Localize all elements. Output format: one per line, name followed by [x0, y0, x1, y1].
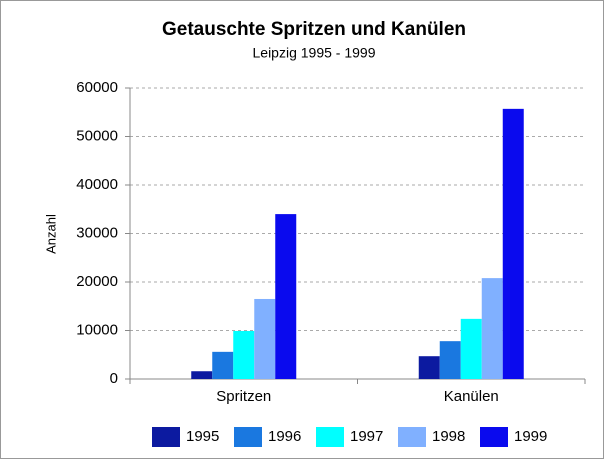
legend-label: 1997	[350, 428, 383, 445]
legend-swatch	[480, 427, 508, 447]
y-tick-label: 30000	[76, 224, 118, 241]
y-tick-label: 40000	[76, 176, 118, 193]
bar	[212, 351, 234, 379]
legend-swatch	[234, 427, 262, 447]
legend-label: 1999	[514, 428, 547, 445]
y-tick-label: 0	[110, 370, 118, 387]
legend-swatch	[316, 427, 344, 447]
bar	[460, 318, 482, 379]
bar	[275, 214, 297, 379]
x-tick-label: Spritzen	[216, 388, 271, 405]
bar	[502, 108, 524, 379]
y-axis-label: Anzahl	[43, 214, 58, 254]
bar	[439, 341, 461, 379]
bar	[254, 298, 276, 379]
y-tick-label: 10000	[76, 321, 118, 338]
y-tick-label: 50000	[76, 127, 118, 144]
legend-label: 1995	[186, 428, 219, 445]
legend-swatch	[152, 427, 180, 447]
y-tick-label: 20000	[76, 273, 118, 290]
legend-label: 1996	[268, 428, 301, 445]
x-tick-label: Kanülen	[444, 388, 499, 405]
bar	[191, 371, 213, 379]
bar	[481, 278, 503, 379]
y-tick-label: 60000	[76, 79, 118, 96]
chart-title: Getauschte Spritzen und Kanülen	[162, 19, 466, 40]
legend-swatch	[398, 427, 426, 447]
bar	[418, 356, 440, 379]
chart-subtitle: Leipzig 1995 - 1999	[253, 45, 376, 61]
bar	[233, 330, 255, 379]
legend-label: 1998	[432, 428, 465, 445]
